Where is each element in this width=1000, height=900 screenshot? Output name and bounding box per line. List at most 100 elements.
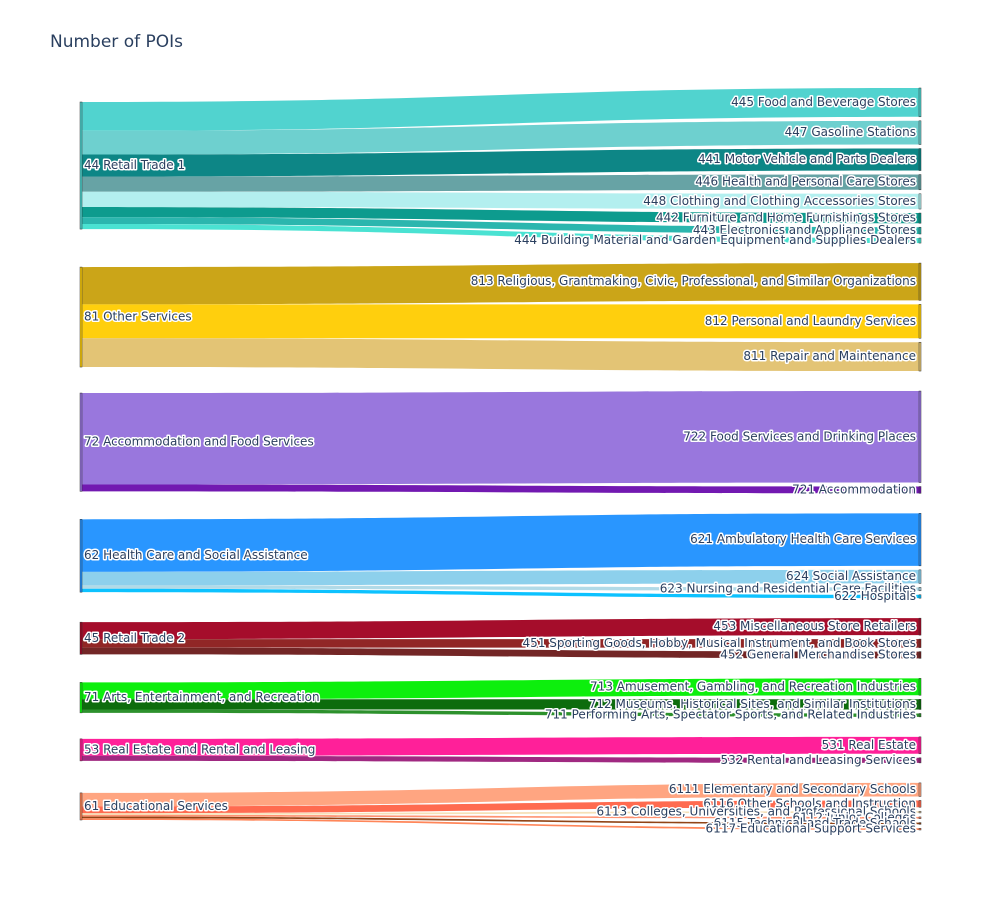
target-label-3-2: 623 Nursing and Residential Care Facilit…: [660, 582, 916, 596]
target-label-7-1: 6116 Other Schools and Instruction: [703, 796, 916, 810]
link-7-3: [82, 814, 920, 819]
target-label-3-3: 622 Hospitals: [834, 589, 916, 603]
target-label-4-0: 453 Miscellaneous Store Retailers: [713, 619, 916, 633]
source-node-6: [79, 738, 83, 762]
target-label-3-1: 624 Social Assistance: [786, 569, 916, 583]
target-node-2-1: [918, 486, 922, 494]
target-node-0-7: [918, 237, 922, 244]
link-5-2: [82, 709, 920, 717]
target-label-6-0: 531 Real Estate: [822, 738, 916, 752]
target-label-5-2: 711 Performing Arts, Spectator Sports, a…: [545, 708, 916, 722]
link-2-1: [82, 484, 920, 494]
target-node-3-0: [918, 513, 922, 567]
target-node-0-0: [918, 87, 922, 118]
source-label-7: 61 Educational Services: [84, 799, 228, 813]
chart-title: Number of POIs: [50, 32, 183, 52]
link-7-5: [82, 818, 920, 830]
source-label-6: 53 Real Estate and Rental and Leasing: [84, 742, 315, 756]
target-label-7-0: 6111 Elementary and Secondary Schools: [669, 782, 916, 796]
target-label-3-0: 621 Ambulatory Health Care Services: [690, 532, 916, 546]
target-node-7-1: [918, 800, 922, 808]
source-label-3: 62 Health Care and Social Assistance: [84, 548, 308, 562]
source-label-4: 45 Retail Trade 2: [84, 631, 185, 645]
target-node-0-2: [918, 148, 922, 171]
target-label-7-4: 6115 Technical and Trade Schools: [714, 816, 916, 830]
target-label-0-0: 445 Food and Beverage Stores: [731, 95, 916, 109]
source-node-1: [79, 266, 83, 368]
target-label-0-4: 448 Clothing and Clothing Accessories St…: [643, 194, 916, 208]
target-label-1-2: 811 Repair and Maintenance: [743, 349, 916, 363]
link-0-7: [82, 223, 920, 244]
target-label-0-3: 446 Health and Personal Care Stores: [695, 175, 916, 189]
link-1-2: [82, 338, 920, 372]
source-label-5: 71 Arts, Entertainment, and Recreation: [84, 690, 320, 704]
link-4-1: [82, 639, 920, 648]
link-0-6: [82, 217, 920, 234]
link-3-0: [82, 513, 920, 572]
link-3-2: [82, 585, 920, 591]
target-node-3-1: [918, 569, 922, 584]
link-0-0: [82, 88, 920, 131]
source-label-0: 44 Retail Trade 1: [84, 158, 185, 172]
source-node-0: [79, 101, 83, 230]
link-3-1: [82, 569, 920, 586]
target-label-0-1: 447 Gasoline Stations: [785, 125, 916, 139]
link-7-0: [82, 782, 920, 807]
target-node-0-4: [918, 193, 922, 210]
link-4-0: [82, 618, 920, 640]
target-node-6-0: [918, 736, 922, 755]
source-node-4: [79, 621, 83, 655]
target-label-0-6: 443 Electronics and Appliance Stores: [693, 223, 916, 237]
link-0-3: [82, 174, 920, 192]
links: [82, 88, 920, 830]
link-7-1: [82, 800, 920, 814]
target-label-5-1: 712 Museums, Historical Sites, and Simil…: [589, 697, 916, 711]
source-node-3: [79, 519, 83, 593]
target-node-7-4: [918, 822, 922, 825]
target-node-6-1: [918, 757, 922, 764]
target-node-5-0: [918, 678, 922, 696]
target-node-0-5: [918, 212, 922, 224]
target-label-1-1: 812 Personal and Laundry Services: [705, 314, 916, 328]
target-node-3-3: [918, 594, 922, 599]
target-label-7-2: 6113 Colleges, Universities, and Profess…: [597, 805, 916, 819]
labels: 445 Food and Beverage Stores 447 Gasoline…: [83, 93, 918, 837]
link-0-4: [82, 191, 920, 210]
target-node-0-1: [918, 120, 922, 145]
link-4-2: [82, 647, 920, 659]
target-node-4-2: [918, 651, 922, 659]
target-label-5-0: 713 Amusement, Gambling, and Recreation …: [590, 679, 916, 693]
target-label-7-5: 6117 Educational Support Services: [706, 822, 916, 836]
target-label-4-1: 451 Sporting Goods, Hobby, Musical Instr…: [523, 636, 916, 650]
source-node-2: [79, 392, 83, 492]
link-3-3: [82, 588, 920, 599]
target-label-6-1: 532 Rental and Leasing Services: [720, 753, 916, 767]
target-node-1-2: [918, 341, 922, 372]
link-1-0: [82, 263, 920, 305]
target-node-5-1: [918, 699, 922, 710]
target-node-3-2: [918, 587, 922, 592]
target-node-4-0: [918, 617, 922, 636]
link-7-2: [82, 811, 920, 815]
nodes: [79, 87, 922, 831]
target-label-7-3: 6112 Junior Colleges: [792, 810, 916, 824]
target-label-0-2: 441 Motor Vehicle and Parts Dealers: [698, 152, 916, 166]
link-5-0: [82, 678, 920, 700]
link-0-1: [82, 120, 920, 155]
link-7-4: [82, 816, 920, 825]
target-label-2-0: 722 Food Services and Drinking Places: [683, 429, 916, 443]
target-node-7-0: [918, 782, 922, 797]
target-label-0-5: 442 Furniture and Home Furnishings Store…: [656, 211, 916, 225]
target-node-1-1: [918, 304, 922, 339]
source-node-7: [79, 792, 83, 821]
link-1-1: [82, 304, 920, 339]
target-node-7-3: [918, 816, 922, 819]
target-node-7-5: [918, 828, 922, 831]
target-node-0-3: [918, 174, 922, 191]
target-label-2-1: 721 Accommodation: [792, 482, 916, 496]
link-2-0: [82, 391, 920, 485]
link-0-5: [82, 207, 920, 224]
target-label-1-0: 813 Religious, Grantmaking, Civic, Profe…: [471, 274, 916, 288]
target-label-0-7: 444 Building Material and Garden Equipme…: [514, 233, 916, 247]
source-label-1: 81 Other Services: [84, 310, 192, 324]
